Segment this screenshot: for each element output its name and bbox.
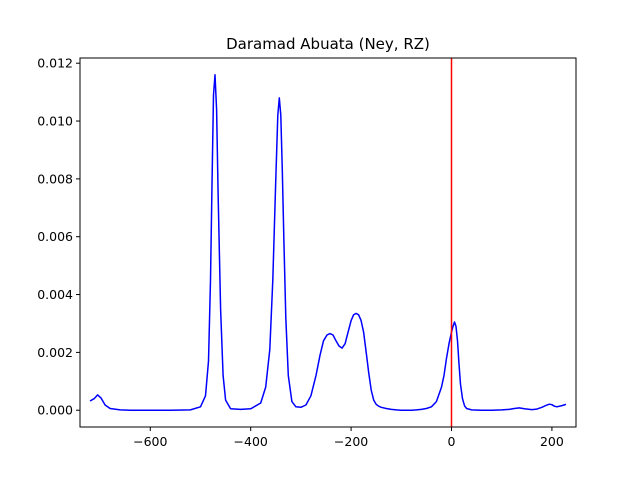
y-axis-ticks: 0.000 0.002 0.004 0.006 0.008 0.010 0.012 [37,56,80,418]
series-line [89,74,567,411]
x-tick-label: 0 [448,434,456,449]
y-tick-label: 0.010 [37,114,73,129]
y-tick-label: 0.002 [37,345,73,360]
y-tick-label: 0.006 [37,229,73,244]
plot-content [89,58,567,427]
y-tick-label: 0.004 [37,287,73,302]
x-tick-label: −600 [133,434,167,449]
y-tick-label: 0.000 [37,403,73,418]
x-tick-label: 200 [540,434,564,449]
x-axis-ticks: −600 −400 −200 0 200 [133,427,564,449]
y-tick-label: 0.008 [37,171,73,186]
y-tick-label: 0.012 [37,56,73,71]
x-tick-label: −400 [234,434,268,449]
chart-title: Daramad Abuata (Ney, RZ) [226,35,430,53]
plot-frame [79,57,577,428]
x-tick-label: −200 [334,434,368,449]
